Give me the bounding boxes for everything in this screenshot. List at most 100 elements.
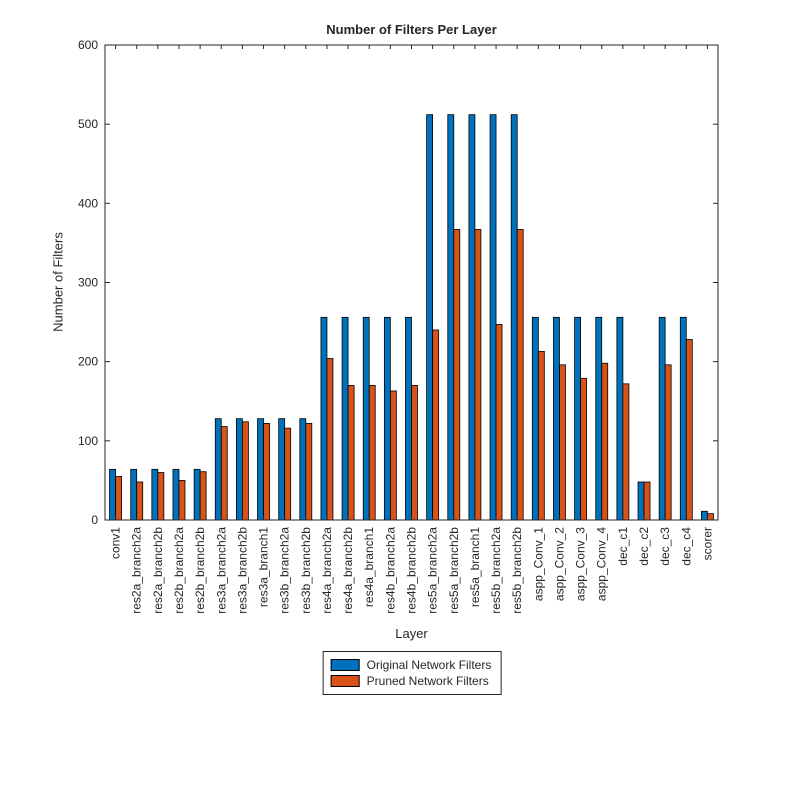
x-tick-label: res4b_branch2b xyxy=(405,527,419,614)
bar-pruned-res3b_branch2a xyxy=(284,427,292,521)
bar-original-aspp_Conv_4 xyxy=(595,316,603,521)
x-tick-label: res4b_branch2a xyxy=(383,527,397,614)
x-tick-label: scorer xyxy=(700,527,714,560)
legend-label-pruned: Pruned Network Filters xyxy=(366,674,489,688)
x-tick-label: aspp_Conv_3 xyxy=(574,527,588,601)
bar-original-res4b_branch2b xyxy=(405,316,412,521)
chart-title: Number of Filters Per Layer xyxy=(326,22,497,37)
bar-pruned-dec_c3 xyxy=(664,364,672,521)
bar-original-res3a_branch2a xyxy=(214,418,222,521)
x-tick-label: res2a_branch2b xyxy=(151,527,165,614)
y-tick-label: 0 xyxy=(91,513,98,527)
bar-original-res5a_branch1 xyxy=(468,114,476,521)
x-tick-label: aspp_Conv_1 xyxy=(531,527,545,601)
x-tick-label: res2a_branch2a xyxy=(130,527,144,614)
bar-pruned-aspp_Conv_2 xyxy=(559,364,566,521)
bar-original-res3b_branch2a xyxy=(278,418,286,521)
y-tick-label: 500 xyxy=(78,117,98,131)
x-tick-label: res4a_branch2a xyxy=(320,527,334,614)
y-tick-label: 300 xyxy=(78,276,98,290)
y-tick-label: 400 xyxy=(78,196,98,210)
x-tick-label: res3b_branch2b xyxy=(299,527,313,614)
bar-original-res5b_branch2b xyxy=(510,114,518,521)
bar-original-res4a_branch2a xyxy=(320,316,328,521)
legend-swatch-pruned xyxy=(330,675,360,687)
x-tick-label: res3b_branch2a xyxy=(278,527,292,614)
bar-pruned-dec_c4 xyxy=(685,339,693,521)
bar-pruned-dec_c2 xyxy=(643,481,651,521)
x-tick-label: res5a_branch2b xyxy=(447,527,461,614)
bar-original-res5b_branch2a xyxy=(489,114,497,521)
x-tick-label: res5b_branch2b xyxy=(510,527,524,614)
bar-original-res5a_branch2b xyxy=(447,114,455,521)
bar-original-res2b_branch2b xyxy=(193,468,201,521)
x-tick-label: dec_c4 xyxy=(679,527,693,566)
bar-pruned-dec_c1 xyxy=(622,383,630,521)
bar-original-res4b_branch2a xyxy=(383,316,391,521)
bar-pruned-res5a_branch1 xyxy=(474,229,482,521)
bar-original-dec_c4 xyxy=(679,316,687,521)
bar-pruned-res2a_branch2b xyxy=(157,472,165,521)
y-tick-label: 600 xyxy=(78,38,98,52)
x-tick-label: dec_c1 xyxy=(616,527,630,566)
x-tick-label: res3a_branch2a xyxy=(214,527,228,614)
bar-pruned-res5a_branch2b xyxy=(453,229,461,521)
legend-item-pruned: Pruned Network Filters xyxy=(330,673,492,689)
bar-pruned-conv1 xyxy=(115,476,122,521)
x-tick-label: dec_c3 xyxy=(658,527,672,566)
bar-pruned-aspp_Conv_4 xyxy=(601,362,609,521)
x-tick-label: conv1 xyxy=(109,527,123,559)
x-tick-label: aspp_Conv_2 xyxy=(552,527,566,601)
bar-pruned-res5a_branch2a xyxy=(432,329,440,521)
bar-pruned-res5b_branch2a xyxy=(495,324,503,521)
x-tick-label: res5a_branch2a xyxy=(426,527,440,614)
bar-original-res2b_branch2a xyxy=(172,468,180,521)
y-tick-label: 100 xyxy=(78,434,98,448)
bar-original-aspp_Conv_3 xyxy=(574,316,581,521)
legend-swatch-original xyxy=(330,659,360,671)
bar-pruned-aspp_Conv_1 xyxy=(537,350,545,521)
bar-original-res3a_branch1 xyxy=(257,418,264,521)
bar-original-scorer xyxy=(701,510,708,521)
bar-original-dec_c3 xyxy=(658,316,666,521)
bar-original-res2a_branch2b xyxy=(151,468,159,521)
bar-pruned-aspp_Conv_3 xyxy=(580,377,587,521)
bar-original-dec_c2 xyxy=(637,481,645,521)
bar-pruned-res3a_branch2a xyxy=(220,426,228,521)
legend-item-original: Original Network Filters xyxy=(330,657,491,673)
bar-pruned-res4a_branch2b xyxy=(347,385,355,521)
x-tick-label: res4a_branch2b xyxy=(341,527,355,614)
bar-original-res2a_branch2a xyxy=(130,468,138,521)
bar-pruned-res4b_branch2a xyxy=(389,390,397,521)
x-axis-label: Layer xyxy=(395,626,428,641)
bar-pruned-res2b_branch2b xyxy=(199,471,207,521)
bar-pruned-res4b_branch2b xyxy=(411,385,418,521)
bar-original-conv1 xyxy=(109,468,116,521)
bar-pruned-res2b_branch2a xyxy=(178,480,186,521)
bar-original-aspp_Conv_1 xyxy=(531,316,539,521)
x-tick-label: res3a_branch2b xyxy=(235,527,249,614)
plot-box xyxy=(104,44,719,521)
bar-pruned-res3a_branch2b xyxy=(241,421,249,521)
bar-original-res4a_branch1 xyxy=(362,316,370,521)
bar-original-dec_c1 xyxy=(616,316,624,521)
bar-original-aspp_Conv_2 xyxy=(553,316,560,521)
bar-pruned-res3b_branch2b xyxy=(305,423,313,521)
bar-pruned-scorer xyxy=(707,513,714,521)
bar-pruned-res4a_branch2a xyxy=(326,358,334,521)
x-tick-label: res2b_branch2a xyxy=(172,527,186,614)
bar-pruned-res4a_branch1 xyxy=(368,385,376,521)
bar-original-res5a_branch2a xyxy=(426,114,434,521)
legend: Original Network Filters Pruned Network … xyxy=(322,651,502,695)
x-tick-label: res2b_branch2b xyxy=(193,527,207,614)
y-tick-label: 200 xyxy=(78,355,98,369)
bar-pruned-res5b_branch2b xyxy=(516,229,524,521)
bar-pruned-res2a_branch2a xyxy=(136,481,144,521)
bar-original-res4a_branch2b xyxy=(341,316,349,521)
x-tick-label: res5a_branch1 xyxy=(468,527,482,607)
x-tick-label: aspp_Conv_4 xyxy=(595,527,609,601)
x-tick-label: dec_c2 xyxy=(637,527,651,566)
x-tick-label: res4a_branch1 xyxy=(362,527,376,607)
